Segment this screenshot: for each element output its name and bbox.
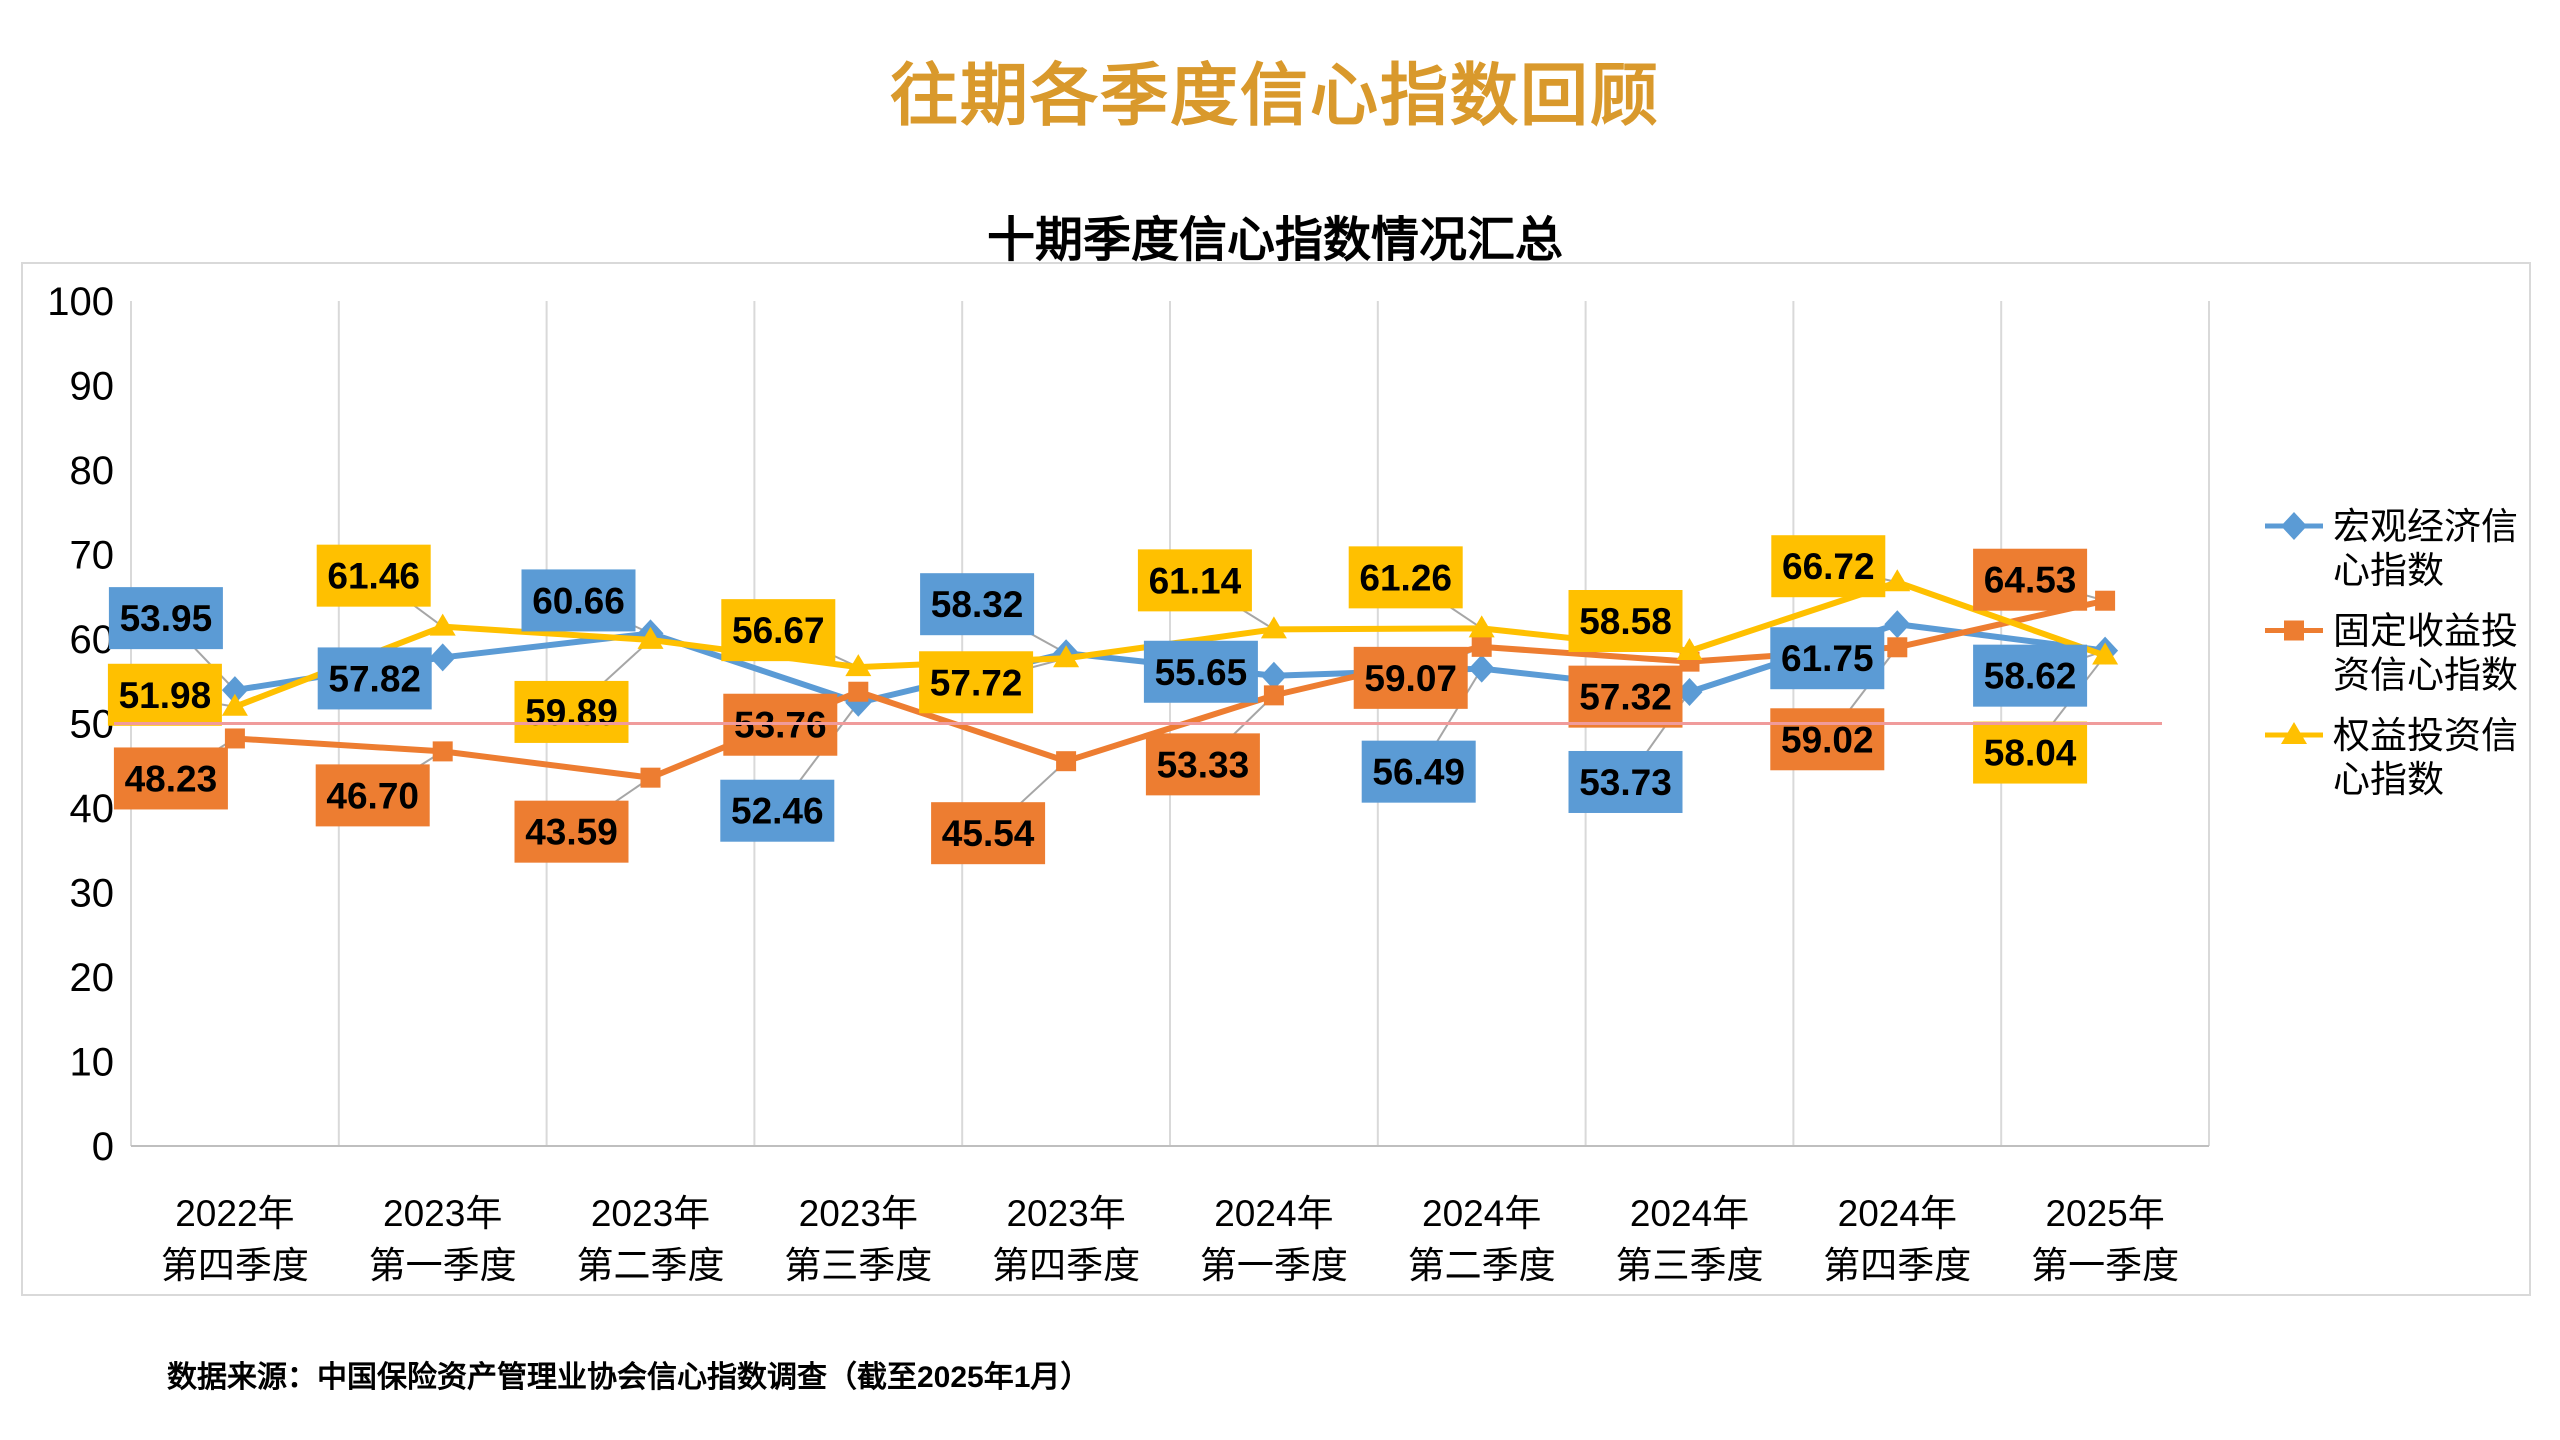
svg-text:100: 100 bbox=[47, 280, 114, 324]
svg-text:46.70: 46.70 bbox=[326, 775, 419, 816]
svg-text:45.54: 45.54 bbox=[942, 813, 1035, 854]
svg-text:59.89: 59.89 bbox=[525, 692, 618, 733]
svg-text:权益投资信: 权益投资信 bbox=[2333, 715, 2518, 756]
svg-text:第一季度: 第一季度 bbox=[2031, 1245, 2179, 1286]
svg-text:0: 0 bbox=[92, 1125, 114, 1169]
svg-text:第三季度: 第三季度 bbox=[784, 1245, 932, 1286]
svg-text:56.67: 56.67 bbox=[732, 610, 825, 651]
svg-text:66.72: 66.72 bbox=[1782, 546, 1875, 587]
data-labels: 53.95 57.82 60.66 52.46 58.32 55.65 56.49 53.73… bbox=[107, 535, 2088, 865]
svg-text:2025年: 2025年 bbox=[2045, 1193, 2164, 1234]
svg-text:60: 60 bbox=[70, 618, 115, 662]
svg-text:53.73: 53.73 bbox=[1579, 762, 1672, 803]
svg-text:40: 40 bbox=[70, 787, 115, 831]
svg-text:58.32: 58.32 bbox=[931, 584, 1024, 625]
svg-text:2023年: 2023年 bbox=[1006, 1193, 1125, 1234]
svg-text:59.07: 59.07 bbox=[1364, 658, 1457, 699]
svg-text:48.23: 48.23 bbox=[125, 758, 218, 799]
svg-text:2024年: 2024年 bbox=[1630, 1193, 1749, 1234]
svg-text:56.49: 56.49 bbox=[1372, 752, 1465, 793]
svg-text:心指数: 心指数 bbox=[2333, 550, 2444, 591]
svg-text:61.46: 61.46 bbox=[327, 556, 420, 597]
svg-text:53.33: 53.33 bbox=[1157, 744, 1250, 785]
svg-text:59.02: 59.02 bbox=[1781, 719, 1874, 760]
svg-text:第二季度: 第二季度 bbox=[577, 1245, 725, 1286]
svg-text:10: 10 bbox=[70, 1041, 115, 1085]
svg-text:第一季度: 第一季度 bbox=[1200, 1245, 1348, 1286]
svg-text:2022年: 2022年 bbox=[175, 1193, 294, 1234]
svg-text:资信心指数: 资信心指数 bbox=[2333, 655, 2518, 696]
svg-text:30: 30 bbox=[70, 872, 115, 916]
svg-text:固定收益投: 固定收益投 bbox=[2333, 611, 2518, 652]
source-note: 数据来源：中国保险资产管理业协会信心指数调查（截至2025年1月） bbox=[167, 1361, 1091, 1394]
svg-text:80: 80 bbox=[70, 449, 115, 493]
svg-text:2024年: 2024年 bbox=[1422, 1193, 1541, 1234]
svg-text:宏观经济信: 宏观经济信 bbox=[2333, 506, 2518, 547]
svg-text:61.14: 61.14 bbox=[1149, 560, 1242, 601]
svg-text:第四季度: 第四季度 bbox=[992, 1245, 1140, 1286]
y-axis-labels: 0 10 20 30 40 50 60 70 80 90 100 bbox=[47, 280, 114, 1169]
svg-text:2023年: 2023年 bbox=[383, 1193, 502, 1234]
svg-text:64.53: 64.53 bbox=[1984, 560, 2077, 601]
svg-text:57.32: 57.32 bbox=[1579, 677, 1672, 718]
svg-text:58.58: 58.58 bbox=[1579, 601, 1672, 642]
svg-text:2023年: 2023年 bbox=[799, 1193, 918, 1234]
svg-text:58.04: 58.04 bbox=[1984, 733, 2077, 774]
svg-text:57.72: 57.72 bbox=[930, 662, 1023, 703]
svg-text:第二季度: 第二季度 bbox=[1408, 1245, 1556, 1286]
svg-text:70: 70 bbox=[70, 534, 115, 578]
chart-frame bbox=[21, 262, 2531, 1296]
svg-text:2024年: 2024年 bbox=[1838, 1193, 1957, 1234]
svg-text:53.76: 53.76 bbox=[734, 705, 827, 746]
svg-text:2023年: 2023年 bbox=[591, 1193, 710, 1234]
svg-text:60.66: 60.66 bbox=[532, 580, 625, 621]
svg-text:90: 90 bbox=[70, 365, 115, 409]
svg-text:52.46: 52.46 bbox=[731, 791, 824, 832]
svg-text:61.75: 61.75 bbox=[1781, 638, 1874, 679]
svg-text:58.62: 58.62 bbox=[1984, 656, 2077, 697]
svg-text:第四季度: 第四季度 bbox=[161, 1245, 309, 1286]
svg-text:43.59: 43.59 bbox=[525, 812, 618, 853]
chart-title: 十期季度信心指数情况汇总 bbox=[986, 214, 1563, 267]
svg-text:心指数: 心指数 bbox=[2333, 759, 2444, 800]
svg-text:53.95: 53.95 bbox=[120, 598, 213, 639]
svg-text:2024年: 2024年 bbox=[1214, 1193, 1333, 1234]
page-title: 往期各季度信心指数回顾 bbox=[889, 58, 1660, 134]
svg-text:20: 20 bbox=[70, 956, 115, 1000]
svg-text:57.82: 57.82 bbox=[328, 658, 421, 699]
svg-text:51.98: 51.98 bbox=[119, 675, 212, 716]
svg-text:61.26: 61.26 bbox=[1359, 557, 1452, 598]
svg-text:第三季度: 第三季度 bbox=[1616, 1245, 1764, 1286]
svg-text:第一季度: 第一季度 bbox=[369, 1245, 517, 1286]
svg-text:55.65: 55.65 bbox=[1155, 652, 1248, 693]
svg-text:第四季度: 第四季度 bbox=[1823, 1245, 1971, 1286]
svg-text:50: 50 bbox=[70, 703, 115, 747]
